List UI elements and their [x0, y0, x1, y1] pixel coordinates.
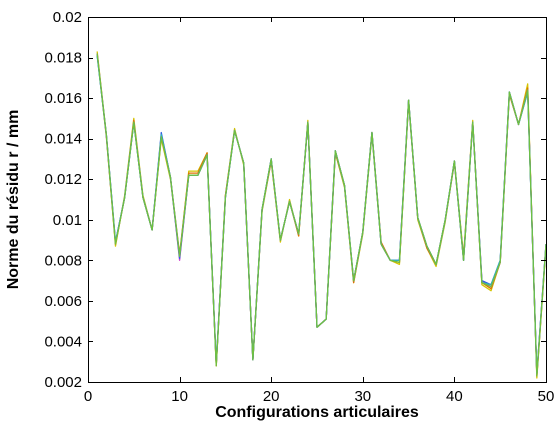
series-line-4	[96, 55, 547, 375]
axes: 0 10 20 30 40 50 0.002 0.004 0.006 0.008 0.01 0.012…	[44, 9, 554, 405]
x-tick-label: 0	[84, 388, 92, 405]
x-tick-label: 40	[446, 388, 463, 405]
x-tick-label: 20	[263, 388, 280, 405]
y-tick-label: 0.002	[44, 374, 82, 391]
series-line-6	[96, 53, 547, 377]
y-tick-label: 0.004	[44, 333, 82, 350]
y-tick-label: 0.02	[53, 9, 82, 26]
y-tick-label: 0.01	[53, 212, 82, 229]
y-tick-label: 0.018	[44, 50, 82, 67]
x-axis-title: Configurations articulaires	[215, 404, 419, 421]
y-tick-label: 0.012	[44, 171, 82, 188]
x-tick-label: 50	[538, 388, 555, 405]
x-tick-label: 30	[354, 388, 371, 405]
y-tick-label: 0.006	[44, 293, 82, 310]
y-tick-label: 0.014	[44, 131, 82, 148]
plot-lines	[96, 51, 547, 379]
x-tick-label: 10	[171, 388, 188, 405]
y-tick-label: 0.016	[44, 90, 82, 107]
plot-frame	[88, 17, 547, 383]
series-line-3	[96, 53, 547, 375]
y-tick-label: 0.008	[44, 252, 82, 269]
y-axis-title: Norme du résidu r / mm	[5, 110, 22, 290]
